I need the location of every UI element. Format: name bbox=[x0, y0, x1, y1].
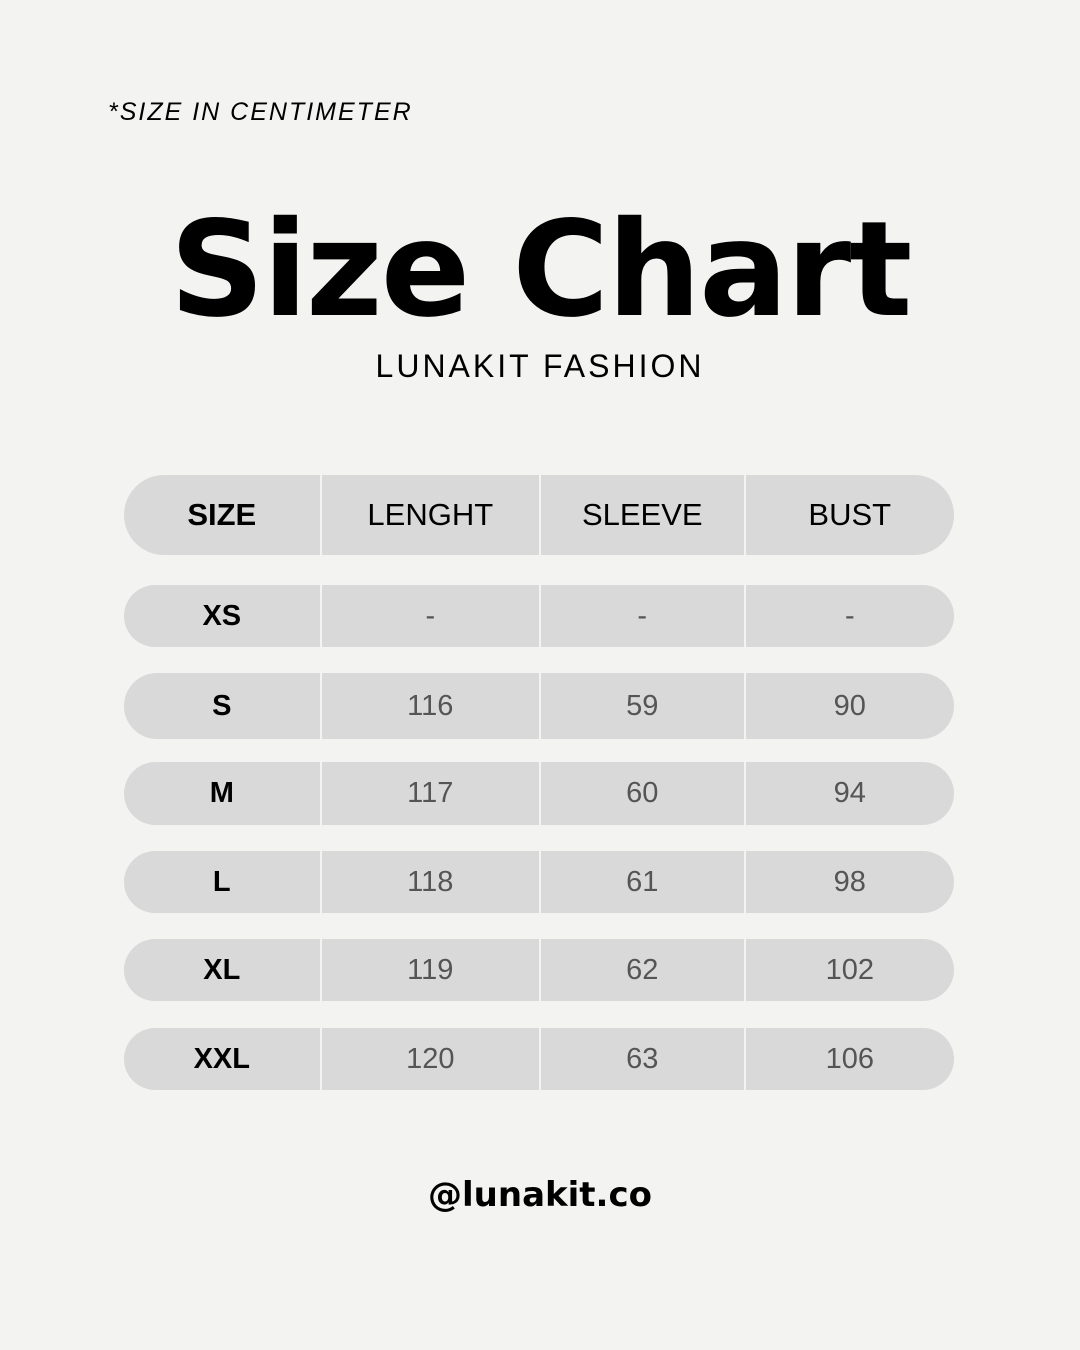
table-header-row: SIZE LENGHT SLEEVE BUST bbox=[124, 475, 954, 555]
unit-note: *SIZE IN CENTIMETER bbox=[108, 98, 413, 126]
header-sleeve: SLEEVE bbox=[539, 475, 744, 555]
cell-sleeve: 59 bbox=[539, 673, 744, 739]
cell-bust: - bbox=[743, 585, 954, 647]
cell-length: 116 bbox=[319, 673, 539, 739]
cell-sleeve: 62 bbox=[539, 939, 744, 1001]
cell-sleeve: 61 bbox=[539, 851, 744, 913]
table-row: XXL 120 63 106 bbox=[124, 1028, 954, 1090]
header-bust: BUST bbox=[743, 475, 954, 555]
cell-size: XL bbox=[203, 953, 241, 986]
cell-length: 119 bbox=[319, 939, 539, 1001]
table-row: M 117 60 94 bbox=[124, 762, 954, 825]
table-row: L 118 61 98 bbox=[124, 851, 954, 913]
table-row: S 116 59 90 bbox=[124, 673, 954, 739]
cell-size: XS bbox=[202, 599, 242, 632]
header-length: LENGHT bbox=[319, 475, 539, 555]
cell-bust: 98 bbox=[743, 851, 954, 913]
cell-length: - bbox=[319, 585, 539, 647]
cell-sleeve: 60 bbox=[539, 762, 744, 825]
cell-length: 118 bbox=[319, 851, 539, 913]
table-row: XL 119 62 102 bbox=[124, 939, 954, 1001]
header-size: SIZE bbox=[187, 497, 257, 532]
cell-size: S bbox=[212, 689, 232, 722]
cell-bust: 106 bbox=[743, 1028, 954, 1090]
cell-sleeve: - bbox=[539, 585, 744, 647]
brand-subtitle: LUNAKIT FASHION bbox=[375, 348, 705, 384]
cell-size: XXL bbox=[193, 1042, 250, 1075]
cell-length: 117 bbox=[319, 762, 539, 825]
social-handle: @lunakit.co bbox=[428, 1175, 652, 1215]
cell-bust: 94 bbox=[743, 762, 954, 825]
page-title: Size Chart bbox=[169, 193, 913, 347]
table-row: XS - - - bbox=[124, 585, 954, 647]
cell-bust: 90 bbox=[743, 673, 954, 739]
cell-bust: 102 bbox=[743, 939, 954, 1001]
cell-sleeve: 63 bbox=[539, 1028, 744, 1090]
cell-size: M bbox=[209, 777, 234, 809]
cell-size: L bbox=[212, 865, 231, 898]
cell-length: 120 bbox=[319, 1028, 539, 1090]
